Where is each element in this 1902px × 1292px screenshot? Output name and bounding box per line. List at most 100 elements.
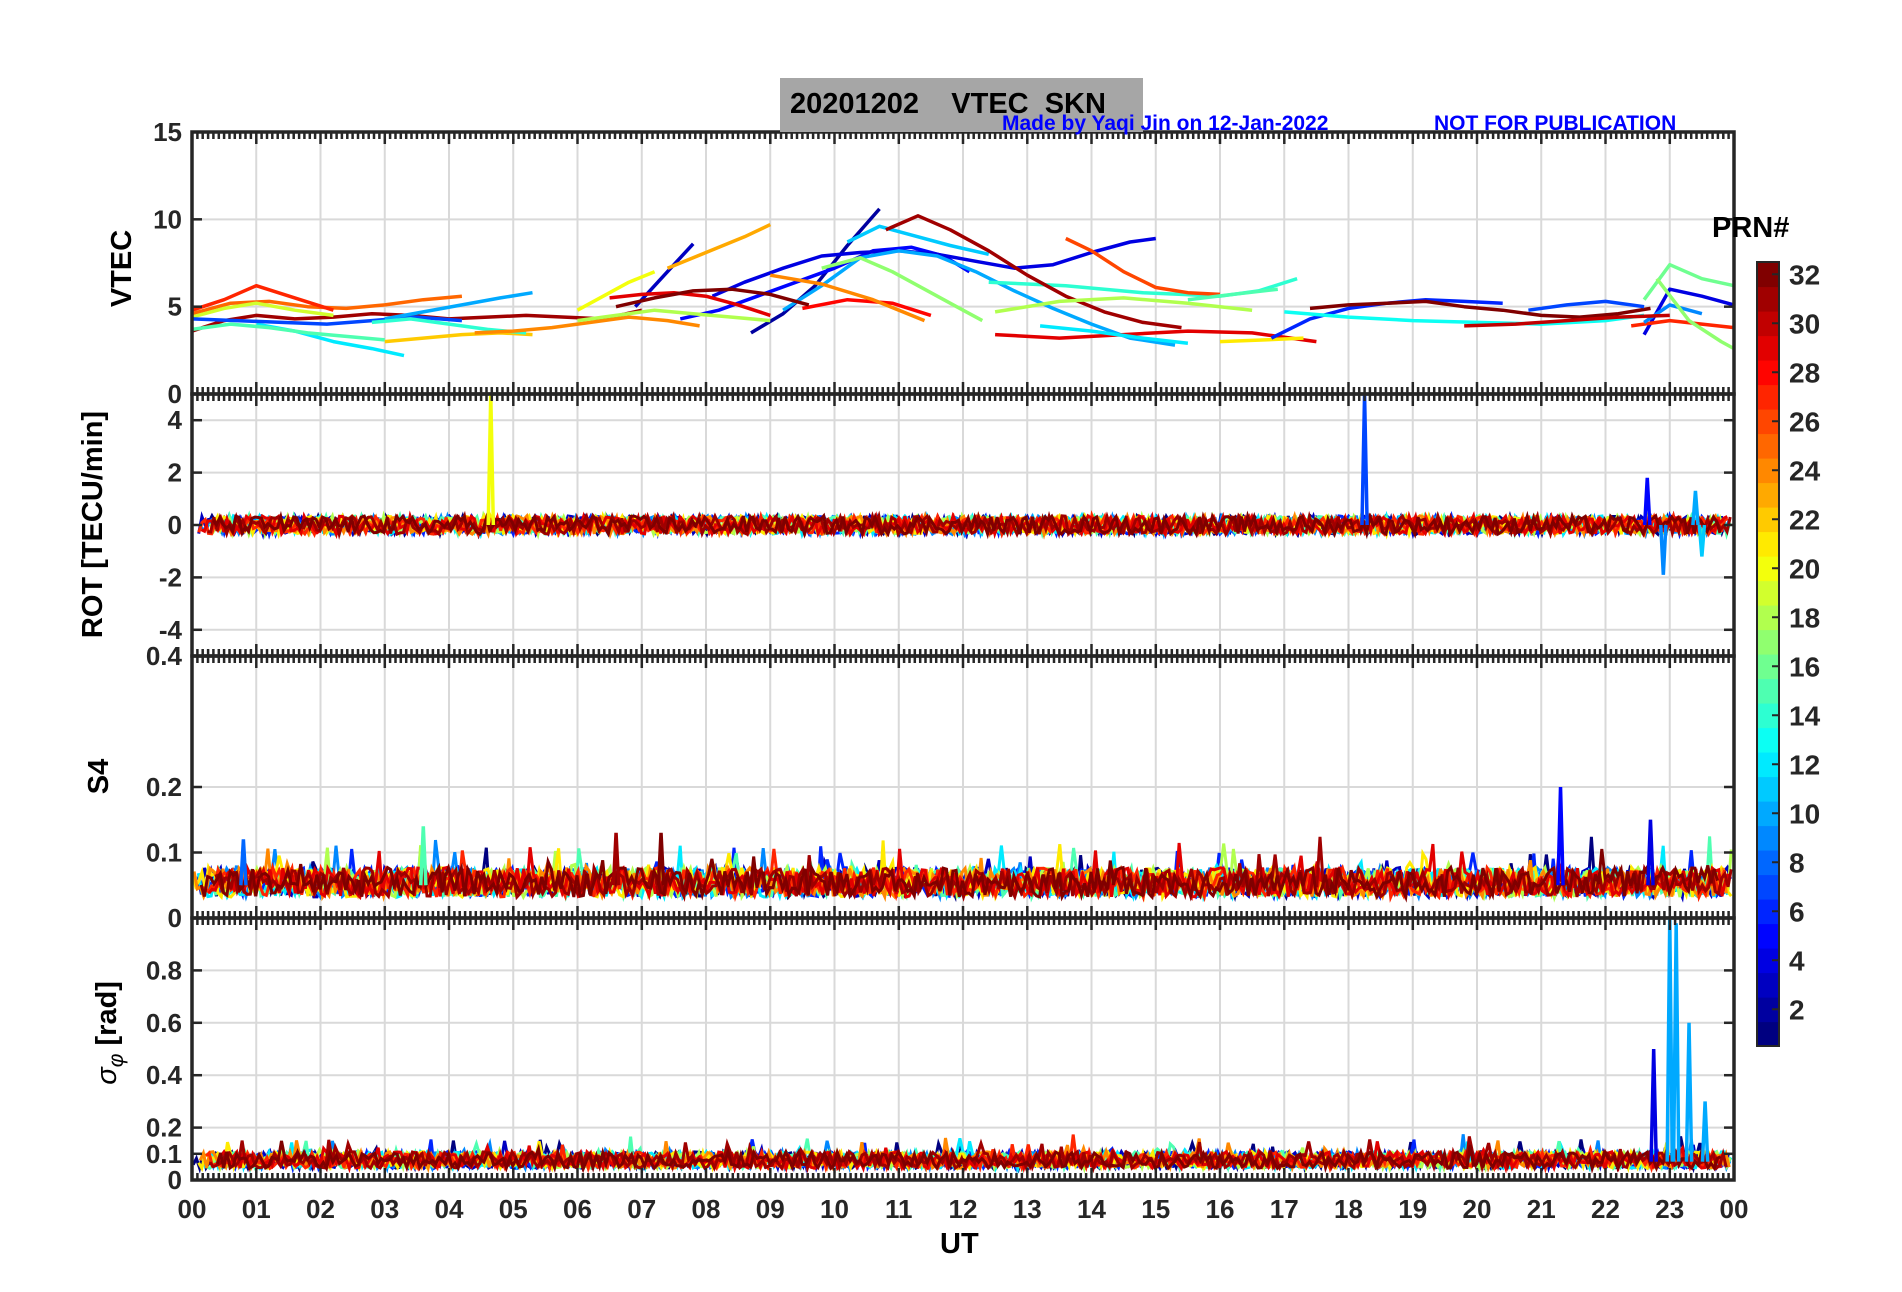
vtec-line-prn-21 xyxy=(1219,336,1304,344)
y-tick-label: 0.4 xyxy=(146,641,183,671)
panel-s4: 0 0.1 0.2 0.4 xyxy=(146,641,1736,933)
credit-text: Made by Yaqi Jin on 12-Jan-2022 xyxy=(1002,112,1329,135)
x-tick-label: 23 xyxy=(1655,1194,1684,1224)
chart-title: 20201202 VTEC SKN xyxy=(790,88,1106,120)
noise-line-prn-32 xyxy=(212,510,1722,540)
colorbar-cell xyxy=(1757,507,1779,533)
y-tick-label: 0.1 xyxy=(146,838,182,868)
colorbar-cell xyxy=(1757,678,1779,704)
y-tick-label: 0.4 xyxy=(146,1060,183,1090)
colorbar-cell xyxy=(1757,874,1779,900)
y-tick-label: 0.8 xyxy=(146,955,182,985)
panel-vtec: 0 5 10 15 xyxy=(153,117,1736,409)
colorbar-cell xyxy=(1757,727,1779,753)
spike-prn-8 xyxy=(239,839,248,886)
vtec-line-prn-27 xyxy=(191,283,334,312)
y-tick-label: 0 xyxy=(168,379,182,409)
vtec-line-prn-18 xyxy=(994,296,1253,314)
panel-sigma_phi: 00.10.2 0.4 0.6 0.8 xyxy=(146,916,1736,1195)
vtec-line-prn-26 xyxy=(1065,236,1221,297)
x-tick-label: 08 xyxy=(692,1194,721,1224)
colorbar-cell xyxy=(1757,776,1779,802)
sigma-ylabel-unit: [rad] xyxy=(90,981,123,1054)
colorbar-cell xyxy=(1757,433,1779,459)
vtec-line-prn-7 xyxy=(191,315,463,326)
colorbar-tick-label: 30 xyxy=(1789,308,1820,339)
vtec-line-prn-13 xyxy=(1284,310,1645,326)
spike-prn-9 xyxy=(1659,524,1668,575)
colorbar-tick-label: 26 xyxy=(1789,406,1820,437)
colorbar-cell xyxy=(1757,482,1779,508)
vtec-line-prn-18 xyxy=(577,308,771,323)
colorbar-tick-label: 28 xyxy=(1789,357,1820,388)
spike-prn-32 xyxy=(656,832,666,886)
colorbar-cell xyxy=(1757,384,1779,410)
vtec-line-prn-15 xyxy=(1187,287,1279,302)
vtec-line-prn-32 xyxy=(615,287,810,309)
y-tick-label: 0.6 xyxy=(146,1008,182,1038)
colorbar-cell xyxy=(1757,629,1779,655)
series-group-vtec xyxy=(191,207,1735,358)
colorbar-cell xyxy=(1757,703,1779,729)
y-tick-label: 4 xyxy=(168,405,183,435)
sigma-ylabel: σφ [rad] xyxy=(91,981,129,1085)
spike-prn-31 xyxy=(611,832,621,886)
x-tick-label: 19 xyxy=(1398,1194,1427,1224)
vtec-line-prn-10 xyxy=(782,249,1176,347)
x-tick-label: 07 xyxy=(627,1194,656,1224)
spike-prn-4 xyxy=(1646,819,1655,886)
colorbar-cell xyxy=(1757,360,1779,386)
y-tick-label: 10 xyxy=(153,204,182,234)
colorbar-cell xyxy=(1757,1021,1779,1047)
colorbar-tick-label: 14 xyxy=(1789,700,1821,731)
spike-prn-10 xyxy=(1671,923,1681,1162)
vtec-line-prn-17 xyxy=(1655,277,1735,351)
x-tick-label: 00 xyxy=(1720,1194,1749,1224)
y-tick-label: -2 xyxy=(159,562,182,592)
colorbar-cell xyxy=(1757,286,1779,312)
colorbar-cell xyxy=(1757,972,1779,998)
x-tick-label: 20 xyxy=(1463,1194,1492,1224)
x-tick-label: 22 xyxy=(1591,1194,1620,1224)
colorbar-cell xyxy=(1757,458,1779,484)
x-tick-label: 11 xyxy=(885,1194,913,1224)
s4-ylabel-main: S4 xyxy=(83,758,116,795)
x-tick-label: 13 xyxy=(1013,1194,1042,1224)
spike-prn-5 xyxy=(1642,477,1652,526)
spike-prn-15 xyxy=(418,826,428,886)
colorbar-tick-label: 4 xyxy=(1789,945,1805,976)
series-group-sigma_phi xyxy=(191,917,1733,1175)
vtec-line-prn-7 xyxy=(1528,299,1645,312)
panel-rot: -4 -2 0 2 4 xyxy=(159,392,1736,658)
vtec-line-prn-31 xyxy=(885,214,1182,330)
y-tick-label: 0 xyxy=(168,1165,182,1195)
colorbar-tick-label: 2 xyxy=(1789,994,1805,1025)
colorbar-title: PRN# xyxy=(1712,212,1790,244)
colorbar-cell xyxy=(1757,654,1779,680)
colorbar-cell xyxy=(1757,605,1779,631)
spike-prn-7 xyxy=(1360,393,1369,526)
colorbar-cell xyxy=(1757,531,1779,557)
vtec-line-prn-11 xyxy=(846,224,990,257)
colorbar-tick-label: 32 xyxy=(1789,259,1820,290)
x-tick-marks xyxy=(190,656,1736,918)
colorbar-border xyxy=(1756,261,1780,1047)
spike-prn-4 xyxy=(1649,1048,1659,1162)
colorbar-cell xyxy=(1757,825,1779,851)
y-tick-label: 2 xyxy=(168,458,182,488)
y-tick-label: 15 xyxy=(153,117,182,147)
vtec-line-prn-27 xyxy=(1630,318,1735,330)
x-tick-label: 03 xyxy=(370,1194,399,1224)
x-tick-label: 02 xyxy=(306,1194,335,1224)
noise-line-prn-32 xyxy=(199,848,1719,903)
series-group-s4 xyxy=(190,786,1733,903)
x-tick-label: 01 xyxy=(242,1194,271,1224)
x-tick-label: 17 xyxy=(1270,1194,1299,1224)
x-tick-label: 12 xyxy=(949,1194,978,1224)
vtec-line-prn-24 xyxy=(770,273,926,323)
colorbar-tick-label: 22 xyxy=(1789,504,1820,535)
colorbar-tick-label: 6 xyxy=(1789,896,1805,927)
x-tick-label: 10 xyxy=(820,1194,849,1224)
